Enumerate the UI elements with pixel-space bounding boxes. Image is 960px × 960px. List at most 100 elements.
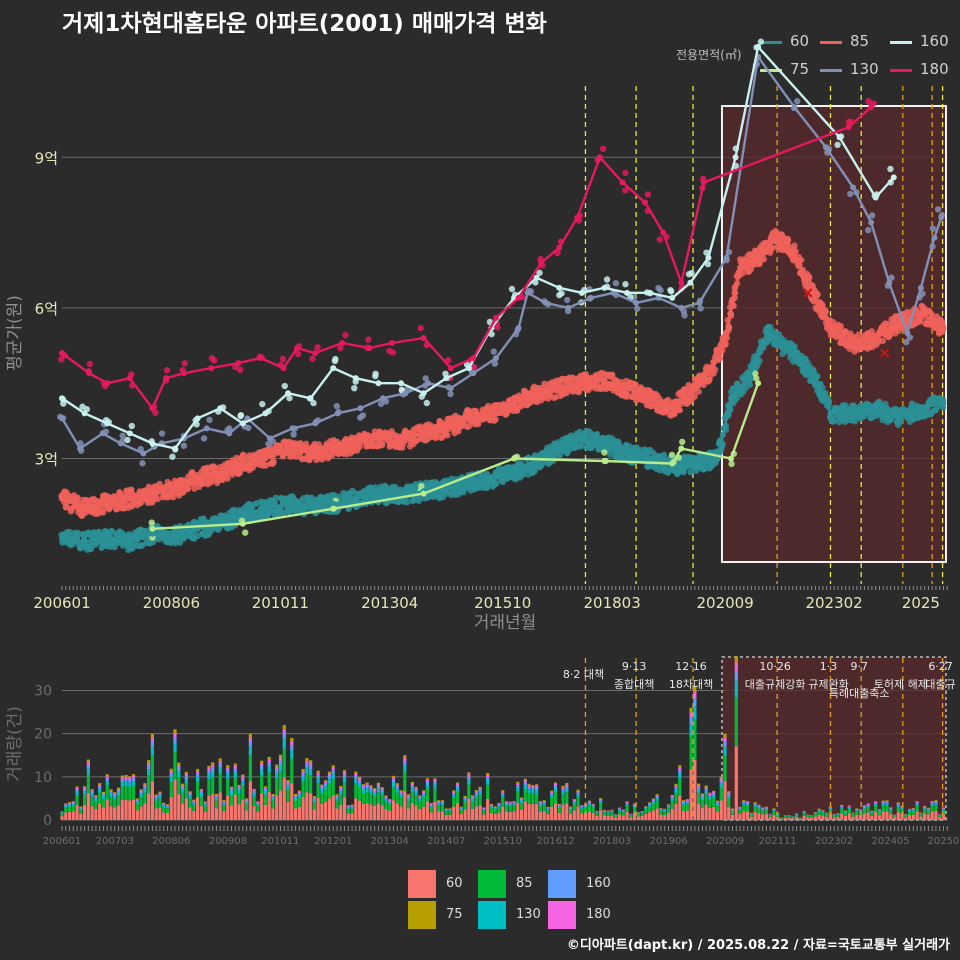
volume-bar-85 [459, 810, 463, 815]
volume-bar-130 [527, 789, 531, 793]
volume-bar-85 [384, 801, 388, 809]
series-point-85 [262, 455, 269, 462]
volume-bar-180 [180, 785, 185, 787]
price-point-60 [830, 417, 837, 424]
volume-bar-160 [399, 792, 403, 795]
volume-bar-130 [184, 779, 188, 784]
volume-bar-60 [429, 812, 433, 820]
volume-bar-160 [312, 798, 316, 800]
volume-bar-60 [448, 814, 452, 820]
volume-bar-180 [380, 788, 384, 791]
volume-bar-60 [248, 781, 252, 820]
price-point-130 [377, 400, 385, 408]
volume-bar-75 [226, 765, 230, 768]
volume-bar-180 [241, 776, 245, 779]
volume-bar-60 [143, 803, 147, 820]
volume-bar-75 [331, 765, 335, 768]
volume-bar-60 [373, 805, 377, 820]
series-point-60 [646, 455, 653, 462]
price-point-160 [603, 276, 611, 283]
volume-bar-85 [282, 748, 286, 778]
volume-bar-180 [271, 794, 275, 797]
volume-bar-160 [275, 769, 279, 773]
volume-bar-75 [233, 763, 237, 766]
series-point-85 [104, 500, 111, 507]
x-axis-title: 거래년월 [474, 613, 537, 633]
volume-bar-130 [86, 768, 90, 775]
volume-bar-180 [252, 790, 256, 792]
volume-bar-130 [267, 766, 271, 773]
volume-bar-160 [116, 790, 121, 793]
volume-bar-160 [94, 797, 98, 799]
volume-bar-75 [335, 794, 339, 796]
volume-bar-60 [199, 806, 203, 820]
volume-bar-160 [493, 807, 497, 809]
series-line-180 [61, 106, 872, 410]
volume-bar-60 [94, 808, 98, 820]
legend-swatch [760, 41, 782, 44]
series-point-130 [822, 144, 829, 151]
volume-bar-180 [497, 803, 501, 805]
series-point-180 [619, 179, 626, 186]
volume-bar-75 [312, 796, 316, 798]
volume-bar-75 [169, 768, 173, 771]
volume-bar-130 [309, 769, 313, 776]
volume-bar-85 [124, 786, 128, 800]
volume-bar-180 [90, 790, 94, 792]
price-point-160 [351, 384, 358, 392]
volume-bar-160 [301, 773, 305, 777]
series-point-60 [940, 400, 947, 407]
series-point-160 [601, 284, 608, 291]
volume-bar-75 [109, 789, 113, 791]
volume-bar-130 [376, 788, 381, 793]
price-point-130 [290, 431, 297, 438]
price-point-180 [337, 344, 344, 352]
volume-bar-180 [135, 799, 139, 801]
series-point-60 [511, 468, 518, 475]
volume-bar-160 [512, 802, 516, 804]
series-point-160 [126, 430, 133, 437]
volume-bar-180 [124, 776, 128, 779]
series-point-85 [330, 445, 337, 452]
price-point-75 [728, 460, 735, 468]
series-point-85 [872, 335, 879, 342]
volume-bar-60 [131, 799, 136, 820]
volume-bar-180 [508, 802, 512, 804]
price-point-60 [687, 469, 694, 476]
price-point-180 [599, 145, 607, 153]
volume-bar-160 [260, 766, 264, 770]
volume-bar-130 [516, 787, 520, 792]
volume-bar-75 [535, 784, 539, 786]
volume-bar-85 [373, 796, 377, 806]
volume-bar-160 [422, 793, 426, 795]
volume-bar-130 [196, 776, 200, 782]
volume-bar-75 [271, 793, 275, 795]
volume-bar-180 [226, 767, 230, 771]
price-point-85 [814, 291, 821, 298]
price-point-160 [556, 291, 563, 299]
volume-bar-130 [482, 809, 486, 811]
series-line-130 [60, 55, 943, 455]
volume-bar-130 [158, 795, 162, 799]
volume-bar-60 [90, 806, 94, 820]
volume-bar-180 [188, 792, 192, 794]
series-point-130 [633, 299, 640, 306]
volume-bar-75 [162, 802, 166, 804]
volume-bar-75 [165, 804, 170, 805]
volume-bar-85 [508, 806, 512, 812]
volume-bar-180 [207, 767, 211, 771]
volume-bar-85 [203, 806, 207, 812]
volume-bar-85 [309, 775, 313, 794]
x-tick-label: 201803 [584, 594, 641, 612]
volume-bar-60 [290, 783, 294, 820]
volume-bar-130 [316, 778, 320, 784]
volume-bar-180 [501, 791, 505, 793]
volume-bar-60 [320, 804, 324, 820]
volume-bar-85 [395, 792, 399, 804]
volume-bar-75 [64, 803, 68, 805]
series-point-60 [443, 485, 450, 492]
volume-bar-180 [177, 764, 181, 768]
volume-bar-85 [486, 784, 490, 799]
volume-bar-180 [199, 790, 203, 792]
volume-bar-85 [519, 803, 524, 810]
